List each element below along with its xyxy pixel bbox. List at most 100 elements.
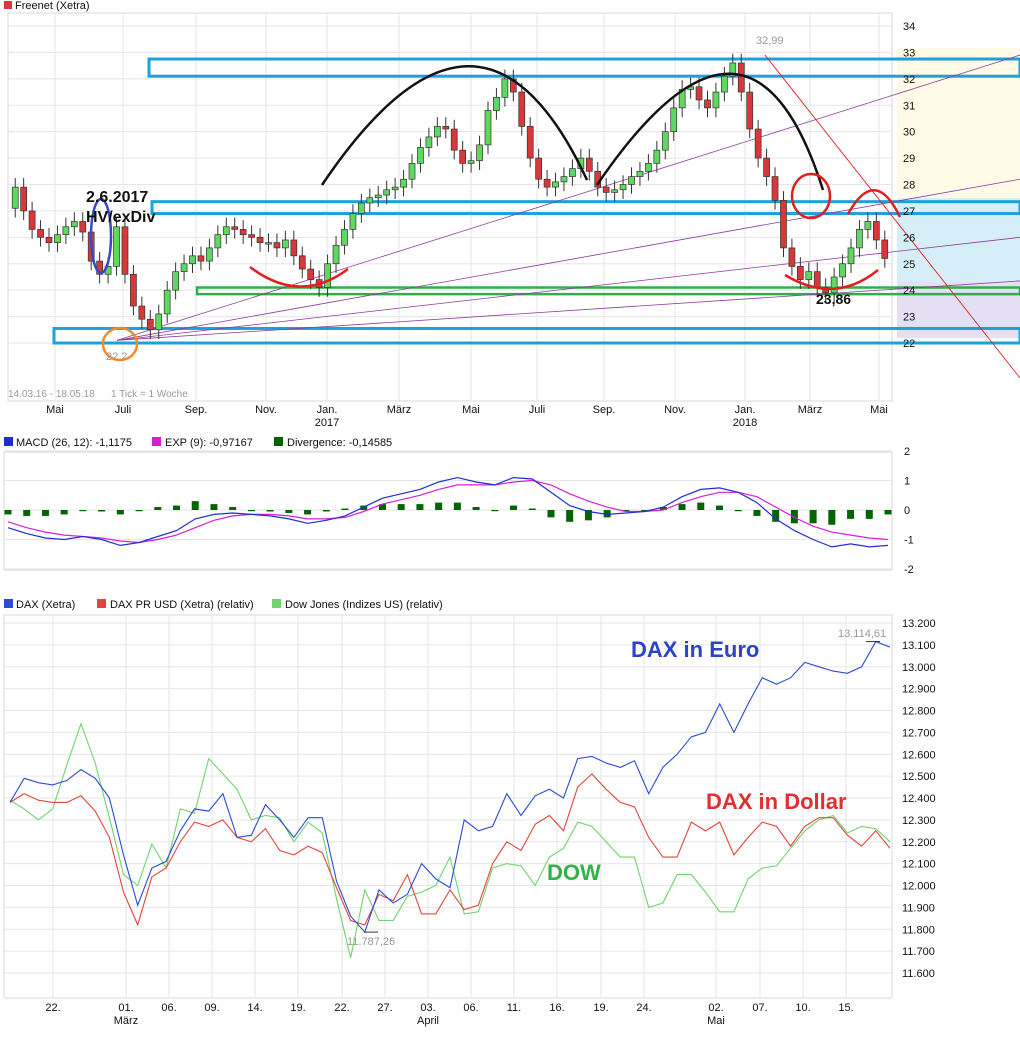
macd-y-tick: 2	[904, 446, 910, 458]
freenet-y-tick: 26	[903, 232, 915, 244]
divergence-bar	[116, 510, 124, 515]
candle-body	[28, 210, 36, 230]
candle-body	[763, 157, 770, 177]
dax-y-tick: 12.100	[902, 859, 936, 871]
freenet-y-tick: 29	[903, 153, 915, 165]
candle-body	[780, 200, 787, 249]
candle-body	[611, 189, 618, 193]
dax-y-tick: 12.400	[902, 793, 936, 805]
zone-blue	[897, 198, 1020, 282]
exp-line	[7, 479, 889, 544]
fan-line	[116, 236, 1020, 341]
freenet-y-tick: 34	[903, 21, 915, 33]
candle-body	[729, 62, 737, 77]
dax-y-tick: 11.600	[902, 968, 935, 980]
candle-body	[113, 226, 120, 267]
dax-x-tick: 24.	[636, 1002, 651, 1014]
divergence-bar	[435, 502, 443, 510]
downtrend-line	[764, 54, 1020, 379]
dax-low-label: 11.787,26	[347, 936, 395, 948]
candle-body	[872, 221, 880, 241]
divergence-bar	[566, 510, 574, 522]
dax-y-tick: 13.000	[902, 662, 936, 674]
freenet-y-tick: 33	[903, 47, 915, 59]
dax-y-tick: 12.000	[902, 881, 936, 893]
candle-body	[628, 176, 635, 185]
candle-body	[79, 221, 87, 233]
dax-x-tick: 22.	[334, 1002, 349, 1014]
divergence-bar	[697, 502, 705, 510]
freenet-legend-swatch	[4, 1, 12, 9]
macd-frame	[3, 451, 893, 571]
arc-right-top	[595, 72, 825, 191]
divergence-bar	[266, 510, 274, 512]
candle-body	[222, 226, 230, 236]
candle-body	[282, 239, 289, 249]
candle-body	[560, 176, 568, 183]
candle-body	[408, 163, 416, 180]
divergence-bar	[98, 510, 106, 512]
exp-legend: EXP (9): -0,97167	[165, 437, 253, 449]
macd-y-tick: -1	[904, 535, 914, 547]
candle-body	[746, 91, 754, 130]
divergence-bar	[322, 510, 330, 512]
dax-legend: DAX (Xetra)	[16, 599, 75, 611]
dax-high-label: 13.114,61	[838, 628, 886, 640]
freenet-year-tick: 2017	[315, 417, 339, 429]
bottom-arc-2	[784, 269, 879, 291]
green-support	[195, 286, 1020, 296]
candle-body	[737, 62, 745, 93]
freenet-y-tick: 23	[903, 312, 915, 324]
divergence-bar	[809, 510, 817, 524]
candle-body	[754, 128, 762, 159]
candle-body	[788, 247, 796, 267]
dax-x-tick: 09.	[204, 1002, 219, 1014]
candle-body	[290, 239, 298, 257]
candle-body	[543, 178, 551, 188]
candle-body	[476, 144, 483, 162]
resistance-channel	[147, 57, 1020, 78]
candle-body	[864, 221, 872, 230]
candle-body	[501, 78, 509, 98]
divergence-bar	[341, 508, 349, 510]
divergence-bar	[210, 504, 218, 510]
freenet-y-tick: 28	[903, 180, 915, 192]
divergence-legend-swatch	[274, 437, 283, 446]
candle-body	[602, 186, 610, 193]
divergence-bar	[790, 510, 798, 524]
divergence-bar	[229, 507, 237, 510]
candle-body	[239, 229, 247, 236]
divergence-bar	[547, 510, 555, 518]
candle-body	[273, 242, 281, 249]
candle-body	[670, 107, 678, 133]
divergence-bar	[285, 510, 293, 513]
dax-x-tick: 16.	[549, 1002, 564, 1014]
divergence-bar	[135, 510, 143, 512]
dax-y-tick: 11.800	[902, 924, 935, 936]
divergence-bar	[715, 505, 723, 510]
freenet-x-tick: Juli	[529, 404, 546, 416]
candle-body	[459, 149, 467, 164]
dax-usd-legend-swatch	[97, 599, 106, 608]
divergence-bar	[847, 510, 855, 519]
candle-body	[341, 229, 348, 246]
divergence-bar	[23, 510, 31, 516]
dow-legend: Dow Jones (Indizes US) (relativ)	[285, 599, 443, 611]
macd-legend-swatch	[4, 437, 13, 446]
freenet-x-tick: Nov.	[664, 404, 686, 416]
freenet-y-tick: 32	[903, 74, 915, 86]
divergence-bar	[753, 510, 761, 516]
candle-body	[70, 221, 78, 228]
annot-high: 32,99	[756, 35, 784, 47]
candle-body	[797, 266, 804, 280]
candle-body	[400, 178, 407, 188]
candle-body	[509, 78, 517, 93]
dax-y-tick: 13.200	[902, 618, 936, 630]
candle-body	[189, 255, 196, 265]
candle-body	[847, 247, 855, 265]
divergence-bar	[416, 504, 424, 510]
candle-body	[535, 157, 542, 180]
divergence-bar	[678, 504, 686, 510]
candle-body	[704, 99, 711, 109]
